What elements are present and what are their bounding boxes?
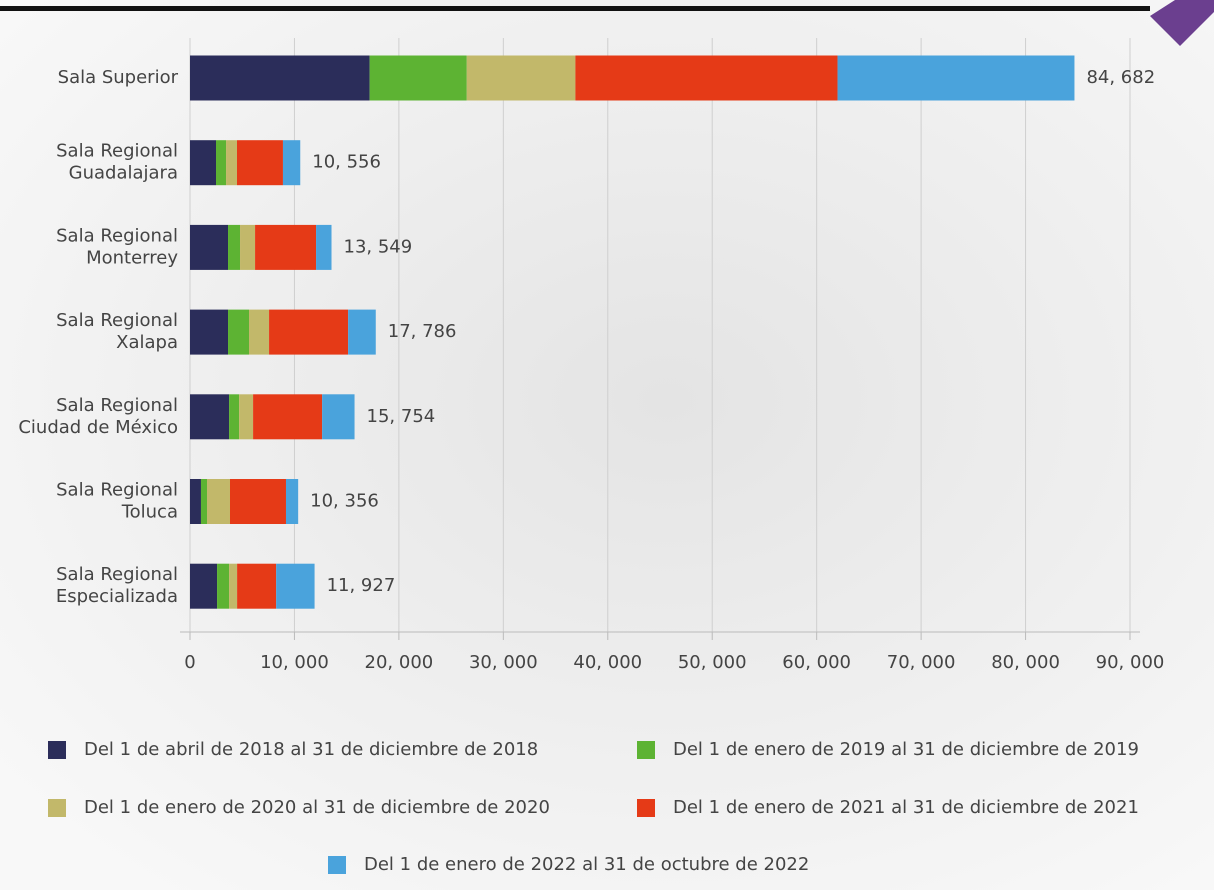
y-tick-label-line: Sala Superior <box>58 67 179 88</box>
total-label: 11, 927 <box>327 575 396 596</box>
bar-segment <box>190 394 230 440</box>
legend-label: Del 1 de enero de 2019 al 31 de diciembr… <box>673 739 1139 760</box>
bar-segment <box>239 394 254 440</box>
legend-label: Del 1 de abril de 2018 al 31 de diciembr… <box>84 739 538 760</box>
bar-segment <box>322 394 355 440</box>
total-label: 84, 682 <box>1086 67 1155 88</box>
x-tick-label: 60, 000 <box>782 652 851 673</box>
x-tick-label: 30, 000 <box>469 652 538 673</box>
y-tick-label-line: Toluca <box>121 502 178 523</box>
bar-segment <box>190 140 217 186</box>
bar-segment <box>276 563 315 609</box>
bar-segment <box>230 479 286 524</box>
legend-swatch <box>328 856 346 874</box>
x-tick-label: 40, 000 <box>573 652 642 673</box>
y-tick-label-line: Sala Regional <box>56 564 178 585</box>
bar-segment <box>190 309 229 355</box>
bar-segment <box>255 224 317 270</box>
total-label: 13, 549 <box>344 236 413 257</box>
legend-swatch <box>48 799 66 817</box>
bar-segment <box>207 479 231 524</box>
total-label: 15, 754 <box>367 406 436 427</box>
bar-segment <box>228 224 241 270</box>
bar-segment <box>190 55 370 101</box>
x-tick-label: 80, 000 <box>991 652 1060 673</box>
bar-segment <box>190 563 218 609</box>
y-tick-label-line: Sala Regional <box>56 225 178 246</box>
bar-segment <box>240 224 256 270</box>
bar-segment <box>226 140 237 186</box>
y-tick-label: Sala Regional Monterrey <box>56 225 178 268</box>
y-tick-label: Sala Regional Guadalajara <box>56 141 178 184</box>
bar-segment <box>229 394 240 440</box>
x-tick-label: 20, 000 <box>365 652 434 673</box>
legend-swatch <box>637 741 655 759</box>
y-tick-label-line: Guadalajara <box>69 163 178 184</box>
y-tick-label: Sala Regional Ciudad de México <box>18 395 178 438</box>
bar-segment <box>466 55 576 101</box>
bar-segment <box>249 309 270 355</box>
total-label: 10, 556 <box>312 152 381 173</box>
legend-label: Del 1 de enero de 2021 al 31 de diciembr… <box>673 797 1139 818</box>
bar-segment <box>282 140 301 186</box>
y-tick-label-line: Sala Regional <box>56 480 178 501</box>
x-tick-label: 10, 000 <box>260 652 329 673</box>
bar-segment <box>217 563 230 609</box>
y-tick-label: Sala Regional Toluca <box>56 480 178 523</box>
y-tick-label: Sala Superior <box>58 67 179 88</box>
total-label: 17, 786 <box>388 321 457 342</box>
total-label: 10, 356 <box>310 491 379 512</box>
bar-segment <box>228 309 250 355</box>
bar-segment <box>285 479 299 524</box>
bar-segment <box>269 309 349 355</box>
y-tick-label-line: Sala Regional <box>56 141 178 162</box>
bar-segment <box>237 563 277 609</box>
y-tick-label: Sala Regional Especializada <box>56 564 178 607</box>
legend-swatch <box>637 799 655 817</box>
legend-label: Del 1 de enero de 2020 al 31 de diciembr… <box>84 797 550 818</box>
y-tick-label-line: Sala Regional <box>56 395 178 416</box>
x-tick-label: 50, 000 <box>678 652 747 673</box>
bar-segment <box>575 55 838 101</box>
legend-swatch <box>48 741 66 759</box>
logo <box>1150 0 1214 46</box>
bar-segment <box>190 479 201 524</box>
bar-segment <box>316 224 332 270</box>
x-tick-label: 0 <box>184 652 195 673</box>
bar-segment <box>369 55 467 101</box>
bar-segment <box>200 479 208 524</box>
legend-label: Del 1 de enero de 2022 al 31 de octubre … <box>364 854 809 875</box>
bar-segment <box>229 563 238 609</box>
x-tick-label: 90, 000 <box>1096 652 1165 673</box>
bar-segment <box>216 140 227 186</box>
top-rule <box>0 6 1150 11</box>
y-tick-label-line: Especializada <box>56 586 178 607</box>
y-tick-label-line: Xalapa <box>116 332 178 353</box>
y-tick-label: Sala Regional Xalapa <box>56 310 178 353</box>
y-tick-label-line: Ciudad de México <box>18 417 178 438</box>
bar-segment <box>348 309 376 355</box>
y-tick-label-line: Monterrey <box>86 247 178 268</box>
x-tick-label: 70, 000 <box>887 652 956 673</box>
bar-segment <box>190 224 229 270</box>
bar-segment <box>237 140 283 186</box>
bar-segment <box>837 55 1075 101</box>
y-tick-label-line: Sala Regional <box>56 310 178 331</box>
bar-segment <box>253 394 323 440</box>
